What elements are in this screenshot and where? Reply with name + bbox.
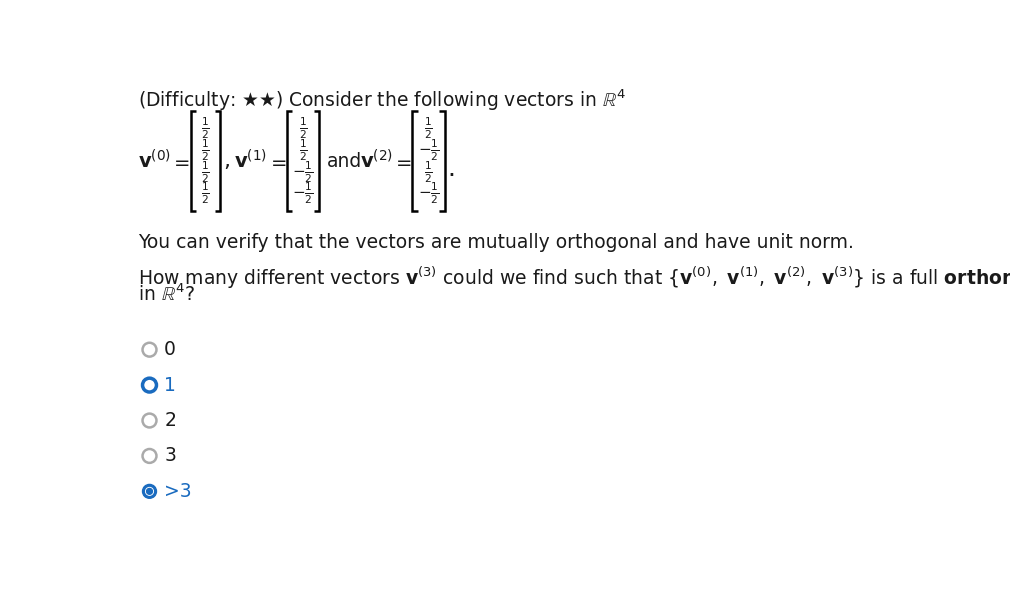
Text: You can verify that the vectors are mutually orthogonal and have unit norm.: You can verify that the vectors are mutu… [138,233,853,252]
Text: $\frac{1}{2}$: $\frac{1}{2}$ [201,159,210,185]
Text: $\frac{1}{2}$: $\frac{1}{2}$ [424,116,433,141]
Text: $=$: $=$ [171,152,191,170]
Text: 3: 3 [165,446,176,466]
Text: .: . [447,156,456,181]
Circle shape [142,484,157,498]
Text: $\frac{1}{2}$: $\frac{1}{2}$ [201,116,210,141]
Text: $-\frac{1}{2}$: $-\frac{1}{2}$ [418,138,439,163]
Text: $\frac{1}{2}$: $\frac{1}{2}$ [201,138,210,163]
Text: How many different vectors $\mathbf{v}^{(3)}$ could we find such that $\{\mathbf: How many different vectors $\mathbf{v}^{… [138,265,1010,291]
Text: (Difficulty: $\bigstar\bigstar$) Consider the following vectors in $\mathbb{R}^4: (Difficulty: $\bigstar\bigstar$) Conside… [138,88,626,114]
Text: in $\mathbb{R}^4$?: in $\mathbb{R}^4$? [138,283,195,305]
Text: $\mathbf{v}^{(0)}$: $\mathbf{v}^{(0)}$ [138,149,171,173]
Text: >3: >3 [165,482,192,501]
Text: $\mathbf{v}^{(2)}$: $\mathbf{v}^{(2)}$ [360,149,393,173]
Text: $=$: $=$ [267,152,287,170]
Text: $-\frac{1}{2}$: $-\frac{1}{2}$ [292,159,314,185]
Text: $-\frac{1}{2}$: $-\frac{1}{2}$ [292,181,314,206]
Text: and: and [327,152,363,170]
Circle shape [145,487,154,495]
Text: $-\frac{1}{2}$: $-\frac{1}{2}$ [418,181,439,206]
Text: $\frac{1}{2}$: $\frac{1}{2}$ [299,116,307,141]
Text: $\frac{1}{2}$: $\frac{1}{2}$ [299,138,307,163]
Text: 1: 1 [165,376,176,394]
Text: $\frac{1}{2}$: $\frac{1}{2}$ [201,181,210,206]
Circle shape [146,489,153,494]
Text: $\mathbf{v}^{(1)}$: $\mathbf{v}^{(1)}$ [234,149,267,173]
Text: $\frac{1}{2}$: $\frac{1}{2}$ [424,159,433,185]
Text: 0: 0 [165,340,176,359]
Text: $=$: $=$ [392,152,412,170]
Text: ,: , [223,151,230,171]
Text: 2: 2 [165,411,176,430]
